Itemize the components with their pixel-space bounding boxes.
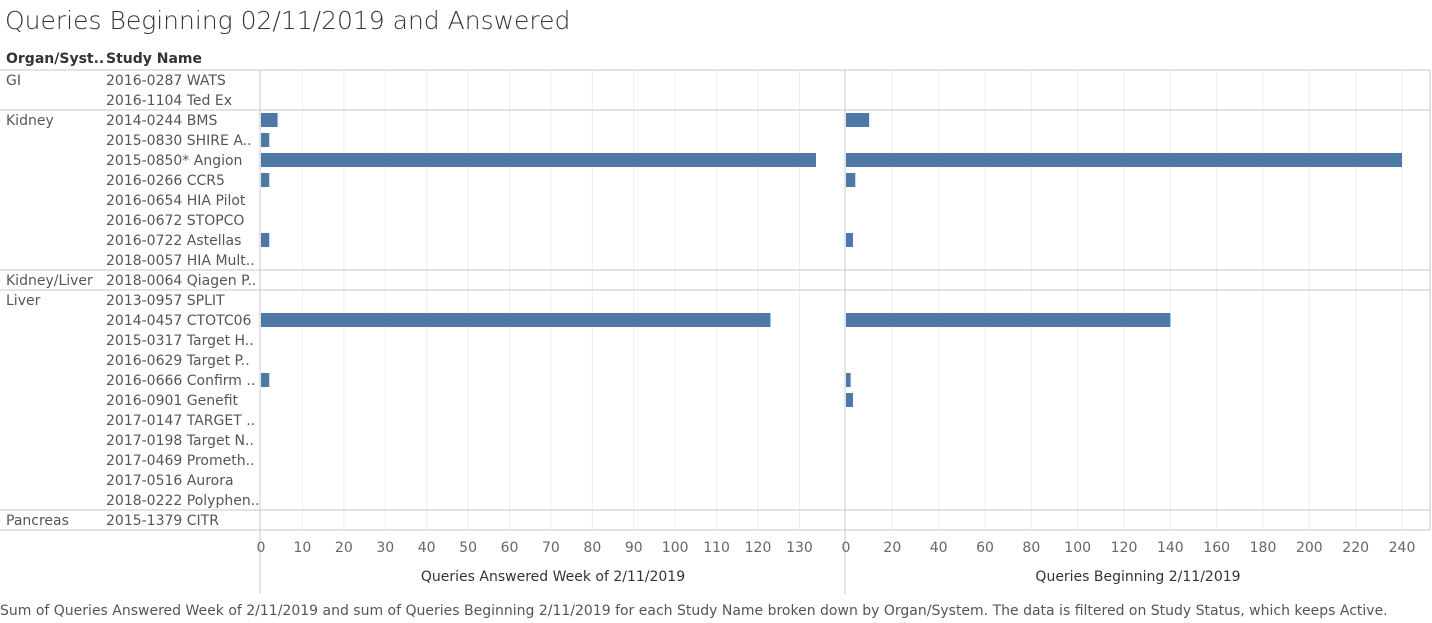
x-axis-title[interactable]: Queries Answered Week of 2/11/2019 — [421, 569, 685, 585]
study-name-label: 2014-0457 CTOTC06 — [106, 313, 252, 329]
x-tick-label: 40 — [418, 540, 436, 556]
bar[interactable] — [846, 313, 1171, 327]
bar[interactable] — [846, 373, 851, 387]
axis-layer: 0 10 20 30 40 50 60 70 80 90 100 110 120 130 Queries A… — [257, 540, 1416, 585]
x-tick-label: 120 — [1111, 540, 1138, 556]
study-name-label: 2016-0672 STOPCO — [106, 213, 244, 229]
group-label: Kidney — [6, 113, 54, 129]
bar[interactable] — [261, 173, 270, 187]
bar-chart: GI 2016-0287 WATS 2016-1104 Ted Ex Kidney 20… — [0, 69, 1431, 594]
bar[interactable] — [261, 373, 270, 387]
bar[interactable] — [261, 113, 278, 127]
x-tick-label: 0 — [842, 540, 851, 556]
x-axis-title[interactable]: Queries Beginning 2/11/2019 — [1035, 569, 1240, 585]
bar[interactable] — [846, 153, 1402, 167]
study-name-label: 2016-0287 WATS — [106, 73, 226, 89]
x-tick-label: 120 — [745, 540, 772, 556]
study-name-label: 2016-0266 CCR5 — [106, 173, 225, 189]
x-tick-label: 160 — [1203, 540, 1230, 556]
column-header-study-name[interactable]: Study Name — [106, 51, 203, 67]
bar[interactable] — [846, 173, 856, 187]
page-title: Queries Beginning 02/11/2019 and Answere… — [5, 6, 571, 35]
study-name-label: 2017-0516 Aurora — [106, 473, 234, 489]
study-name-label: 2015-0830 SHIRE A.. — [106, 133, 252, 149]
x-tick-label: 200 — [1296, 540, 1323, 556]
study-name-label: 2016-0629 Target P.. — [106, 353, 250, 369]
bar[interactable] — [261, 313, 771, 327]
frame-layer — [0, 69, 1431, 594]
column-header-organ-system[interactable]: Organ/Syst.. — [6, 51, 105, 67]
study-name-label: 2016-0722 Astellas — [106, 233, 241, 249]
group-label: Liver — [6, 293, 41, 309]
group-label: Pancreas — [6, 513, 69, 529]
study-name-label: 2013-0957 SPLIT — [106, 293, 225, 309]
x-tick-label: 60 — [976, 540, 994, 556]
x-tick-label: 80 — [1022, 540, 1040, 556]
bar[interactable] — [261, 133, 270, 147]
x-tick-label: 20 — [883, 540, 901, 556]
x-tick-label: 220 — [1342, 540, 1369, 556]
group-label: Kidney/Liver — [6, 273, 93, 289]
study-name-label: 2016-0666 Confirm .. — [106, 373, 255, 389]
x-tick-label: 40 — [930, 540, 948, 556]
x-tick-label: 180 — [1250, 540, 1277, 556]
study-name-label: 2015-0317 Target H.. — [106, 333, 254, 349]
study-name-label: 2018-0057 HIA Mult.. — [106, 253, 255, 269]
x-tick-label: 70 — [542, 540, 560, 556]
x-tick-label: 0 — [257, 540, 266, 556]
bar[interactable] — [846, 393, 853, 407]
study-name-label: 2017-0147 TARGET .. — [106, 413, 255, 429]
group-label: GI — [6, 73, 21, 89]
x-tick-label: 240 — [1389, 540, 1416, 556]
study-name-label: 2017-0198 Target N.. — [106, 433, 254, 449]
grid-layer — [301, 70, 1403, 530]
x-tick-label: 100 — [1064, 540, 1091, 556]
bar[interactable] — [846, 233, 853, 247]
study-name-label: 2017-0469 Prometh.. — [106, 453, 254, 469]
x-tick-label: 130 — [786, 540, 813, 556]
x-tick-label: 10 — [294, 540, 312, 556]
study-name-label: 2018-0222 Polyphen.. — [106, 493, 260, 509]
x-tick-label: 60 — [501, 540, 519, 556]
bar[interactable] — [261, 153, 816, 167]
x-tick-label: 30 — [376, 540, 394, 556]
study-name-label: 2016-0654 HIA Pilot — [106, 193, 246, 209]
x-tick-label: 50 — [459, 540, 477, 556]
label-layer: GI 2016-0287 WATS 2016-1104 Ted Ex Kidney 20… — [6, 73, 260, 529]
x-tick-label: 20 — [335, 540, 353, 556]
x-tick-label: 80 — [583, 540, 601, 556]
study-name-label: 2014-0244 BMS — [106, 113, 217, 129]
study-name-label: 2016-1104 Ted Ex — [106, 93, 232, 109]
bar-layer — [261, 113, 1402, 407]
study-name-label: 2016-0901 Genefit — [106, 393, 239, 409]
study-name-label: 2015-0850* Angion — [106, 153, 242, 169]
x-tick-label: 90 — [625, 540, 643, 556]
bar[interactable] — [261, 233, 270, 247]
chart-caption: Sum of Queries Answered Week of 2/11/201… — [0, 603, 1388, 619]
study-name-label: 2018-0064 Qiagen P.. — [106, 273, 256, 289]
x-tick-label: 140 — [1157, 540, 1184, 556]
study-name-label: 2015-1379 CITR — [106, 513, 219, 529]
x-tick-label: 100 — [662, 540, 689, 556]
x-tick-label: 110 — [703, 540, 730, 556]
bar[interactable] — [846, 113, 870, 127]
